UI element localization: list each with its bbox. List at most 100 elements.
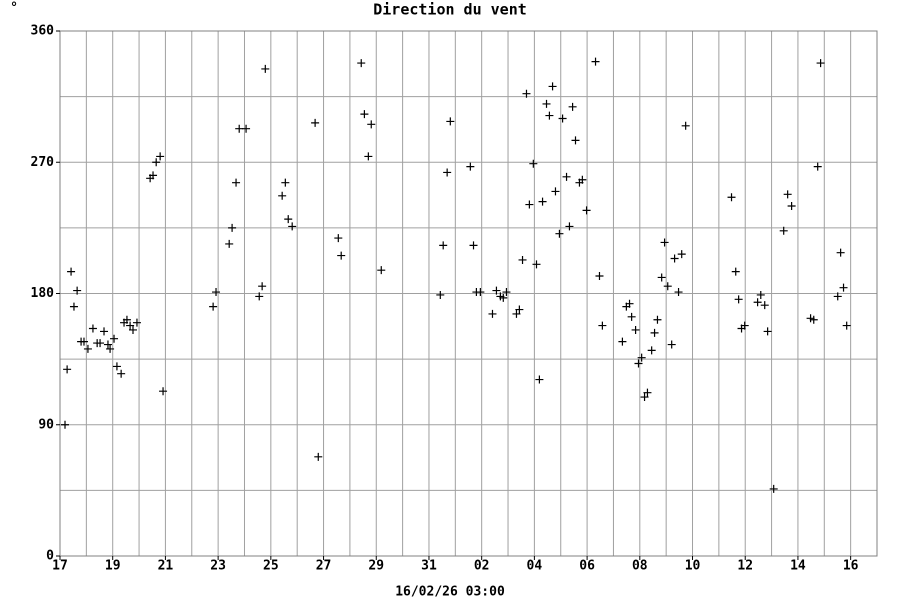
data-point	[734, 295, 743, 304]
data-point	[542, 99, 551, 108]
data-point	[311, 118, 320, 127]
data-point	[522, 89, 531, 98]
data-point	[731, 267, 740, 276]
data-point	[809, 315, 818, 324]
data-point	[555, 229, 564, 238]
data-point	[261, 64, 270, 73]
y-tick-label: 0	[46, 549, 54, 564]
data-point	[753, 298, 762, 307]
data-point	[499, 293, 508, 302]
data-point	[232, 178, 241, 187]
data-point	[518, 255, 527, 264]
data-point	[833, 292, 842, 301]
data-point	[357, 59, 366, 68]
data-point	[159, 387, 168, 396]
data-point	[439, 241, 448, 250]
data-point	[212, 288, 221, 297]
data-point	[377, 266, 386, 275]
x-tick-label: 08	[632, 559, 648, 574]
data-point	[842, 321, 851, 330]
data-point	[634, 359, 643, 368]
data-point	[228, 223, 237, 232]
data-point	[281, 178, 290, 187]
unit-label: °	[10, 1, 18, 16]
data-point	[122, 315, 131, 324]
data-point	[225, 239, 234, 248]
data-point	[647, 346, 656, 355]
data-point	[653, 315, 662, 324]
data-point	[129, 325, 138, 334]
x-tick-label: 16	[843, 559, 859, 574]
x-tick-label: 27	[316, 559, 332, 574]
data-point	[152, 158, 161, 167]
x-tick-label: 06	[579, 559, 595, 574]
data-point	[779, 226, 788, 235]
data-point	[314, 452, 323, 461]
data-point	[367, 120, 376, 129]
x-tick-label: 10	[685, 559, 701, 574]
data-point	[476, 288, 485, 297]
data-point	[525, 200, 534, 209]
y-tick-label: 180	[31, 286, 55, 301]
data-point	[681, 121, 690, 130]
data-point	[740, 321, 749, 330]
data-point	[769, 484, 778, 493]
data-point	[110, 334, 119, 343]
data-point	[538, 197, 547, 206]
data-point	[643, 388, 652, 397]
data-point	[100, 327, 109, 336]
x-tick-label: 19	[105, 559, 121, 574]
data-point	[618, 337, 627, 346]
data-point	[565, 222, 574, 231]
data-point	[492, 286, 501, 295]
data-point	[512, 309, 521, 318]
data-point	[657, 273, 666, 282]
data-point	[106, 344, 115, 353]
data-point	[337, 251, 346, 260]
y-tick-label: 90	[38, 417, 54, 432]
data-point	[640, 393, 649, 402]
data-point	[562, 172, 571, 181]
data-point	[446, 117, 455, 126]
data-point	[598, 321, 607, 330]
data-point	[631, 325, 640, 334]
y-tick-label: 270	[31, 155, 55, 170]
data-point	[756, 290, 765, 299]
x-tick-label: 17	[52, 559, 68, 574]
data-point	[558, 114, 567, 123]
data-point	[83, 344, 92, 353]
data-point	[278, 191, 287, 200]
data-point	[515, 305, 524, 314]
data-point	[88, 324, 97, 333]
data-point	[532, 260, 541, 269]
data-point	[667, 340, 676, 349]
data-point	[112, 362, 121, 371]
data-point	[660, 238, 669, 247]
data-point	[670, 254, 679, 263]
data-point	[836, 248, 845, 257]
data-point	[209, 302, 218, 311]
y-tick-label: 360	[31, 24, 55, 39]
data-point	[502, 288, 511, 297]
data-point	[650, 328, 659, 337]
data-point	[783, 190, 792, 199]
data-point	[595, 272, 604, 280]
x-tick-label: 25	[263, 559, 279, 574]
data-point	[443, 168, 452, 177]
data-point	[571, 136, 580, 145]
data-point	[334, 234, 343, 243]
data-point	[591, 57, 600, 66]
data-point	[288, 222, 297, 231]
data-point	[364, 152, 373, 161]
x-tick-label: 14	[790, 559, 806, 574]
data-point	[132, 318, 141, 327]
data-point	[578, 175, 587, 184]
data-point	[839, 283, 848, 292]
data-point	[284, 215, 293, 224]
data-point	[258, 282, 267, 291]
data-point	[545, 111, 554, 120]
data-point	[627, 312, 636, 321]
data-point	[568, 102, 577, 111]
data-point	[625, 299, 634, 308]
